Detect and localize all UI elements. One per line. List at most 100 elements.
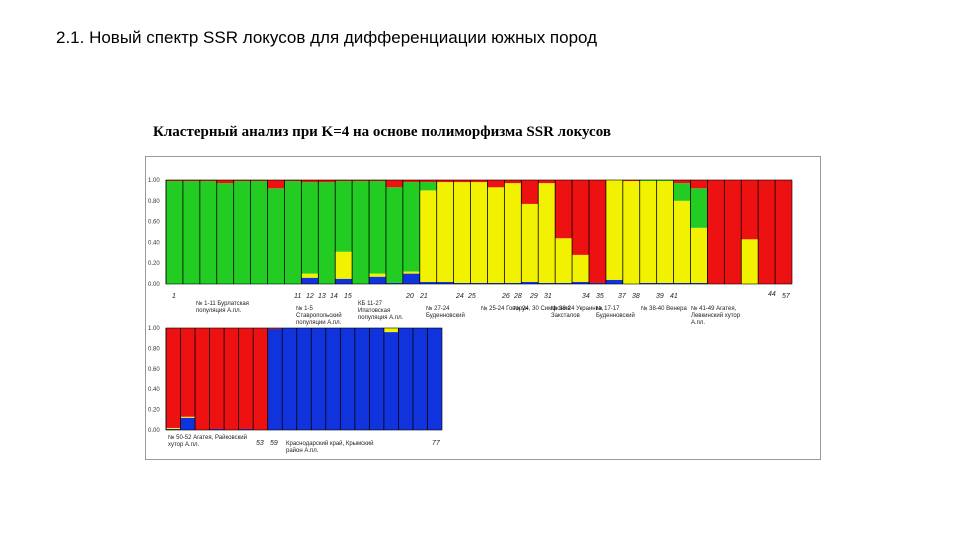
bar-segment-red	[166, 180, 183, 182]
bar-segment-green	[216, 183, 234, 284]
bar-segment-red	[253, 328, 268, 430]
individual-label: 1	[172, 293, 176, 300]
bar-segment-blue	[209, 428, 225, 430]
bar-segment-green	[318, 182, 336, 284]
group-label: популяции А.пл.	[296, 320, 342, 326]
y-tick-label: 0.00	[148, 428, 160, 434]
bar-segment-red	[284, 180, 302, 182]
bar-segment-red	[233, 180, 251, 182]
bar-segment-red	[180, 328, 196, 417]
bar-segment-green	[402, 182, 420, 272]
bar-segment-blue	[673, 282, 691, 284]
bar-segment-green	[250, 181, 268, 284]
bar-segment-blue	[419, 281, 437, 284]
bar-segment-yellow	[419, 190, 437, 282]
bar-segment-blue	[690, 282, 708, 284]
structure-plot: 1.00 0.80 0.60 0.40 0.20 0.00 1.00 0.80 0.60 0.40…	[148, 178, 793, 454]
bar-segment-green	[419, 182, 437, 191]
group-label: А.пл.	[691, 320, 705, 326]
bar-segment-green	[335, 181, 353, 252]
bar-segment-red	[402, 180, 420, 183]
individual-label: 13	[318, 293, 326, 300]
bar-segment-yellow	[383, 328, 399, 333]
group-label: хутор А.пл.	[168, 442, 199, 448]
bar-segment-blue	[470, 282, 488, 284]
individual-label: 34	[582, 293, 590, 300]
bar-segment-blue	[402, 273, 420, 284]
group-label: Ставропольский	[296, 312, 342, 319]
group-label: КБ 11-27	[358, 301, 383, 307]
bar-segment-green	[690, 188, 708, 228]
y-tick-label: 0.40	[148, 240, 160, 246]
bar-segment-red	[301, 180, 319, 183]
chart-caption: Кластерный анализ при K=4 на основе поли…	[153, 124, 611, 140]
bar-segment-red	[572, 180, 589, 255]
group-label: № 1-5	[296, 305, 313, 312]
bar-segment-red	[166, 328, 181, 428]
individual-label: 41	[670, 293, 678, 300]
bar-segment-red	[775, 180, 792, 284]
bar-segment-green	[369, 181, 386, 274]
bar-segment-green	[199, 181, 217, 284]
y-tick-label: 0.80	[148, 346, 160, 352]
bar-segment-blue	[335, 278, 353, 284]
bar-segment-blue	[521, 281, 539, 284]
bar-segment-blue	[325, 328, 341, 430]
bar-segment-blue	[369, 328, 384, 430]
bar-segment-green	[284, 181, 302, 284]
bar-segment-blue	[180, 417, 196, 430]
group-label: № 27-24	[426, 305, 450, 312]
group-label: № 1-11 Бурлатская	[196, 300, 249, 307]
bar-segment-blue	[572, 281, 589, 284]
group-label: № 41-49 Агатея,	[691, 305, 737, 312]
bar-segment-red	[758, 180, 776, 284]
bar-segment-blue	[282, 328, 297, 430]
bar-segment-yellow	[538, 183, 556, 283]
bar-segment-red	[622, 180, 640, 182]
individual-label: 11	[294, 293, 301, 300]
bar-segment-yellow	[622, 181, 640, 284]
individual-label: 26	[501, 293, 510, 300]
bar-segment-blue	[238, 428, 254, 430]
group-label: популяция А.пл.	[196, 308, 242, 314]
bar-segment-blue	[436, 281, 454, 284]
bar-segment-yellow	[673, 200, 691, 283]
group-label: район А.пл.	[286, 447, 319, 454]
bar-segment-red	[436, 180, 454, 183]
bar-segment-red	[588, 180, 606, 283]
bar-segment-yellow	[572, 254, 589, 282]
group-label: Буденновский	[426, 312, 465, 319]
bar-segment-yellow	[656, 181, 674, 283]
individual-label: 59	[270, 440, 278, 447]
y-tick-label: 1.00	[148, 178, 160, 184]
bar-segment-blue	[555, 282, 573, 284]
group-label: Ипатовская	[358, 308, 390, 314]
bar-segment-red	[453, 180, 471, 183]
individual-label: 31	[544, 293, 552, 300]
group-label: Заксталов	[551, 313, 580, 319]
bar-segment-red	[352, 180, 370, 182]
group-label: № 17-17	[596, 305, 620, 312]
individual-label: 21	[419, 293, 428, 300]
bar-segment-red	[182, 180, 200, 182]
y-tick-label: 1.00	[148, 326, 160, 332]
group-label: № 25-24 Говорун	[481, 305, 528, 312]
bar-segment-green	[673, 183, 691, 201]
bar-segment-green	[233, 181, 251, 284]
individual-label: 24	[455, 293, 464, 300]
bar-segment-yellow	[690, 227, 708, 283]
bar-segment-red	[724, 180, 742, 284]
bar-segment-red	[369, 180, 386, 182]
bar-segment-red	[250, 180, 268, 182]
bar-segment-yellow	[741, 239, 759, 284]
bar-segment-yellow	[521, 203, 539, 282]
y-tick-label: 0.00	[148, 282, 160, 288]
bar-segment-blue	[340, 328, 355, 430]
individual-label: 35	[596, 293, 604, 300]
group-label: Краснодарский край, Крымский	[286, 440, 373, 447]
y-tick-label: 0.20	[148, 261, 160, 267]
bar-segment-blue	[301, 277, 319, 284]
panel-border	[165, 327, 443, 431]
y-tick-label: 0.80	[148, 199, 160, 205]
bar-segment-yellow	[453, 182, 471, 283]
